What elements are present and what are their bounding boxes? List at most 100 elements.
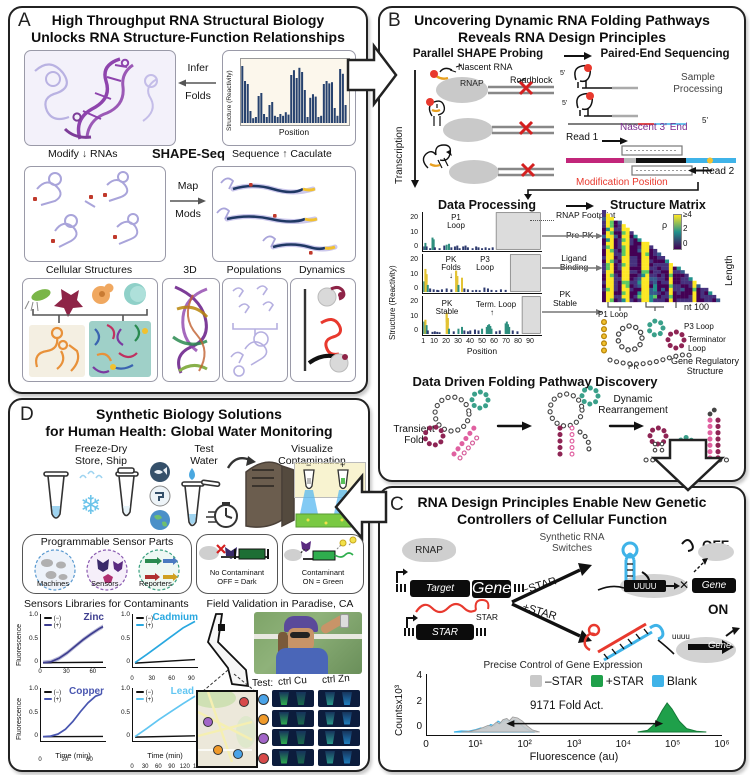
panel-c-label: C <box>390 494 404 515</box>
sensor-parts-illustration <box>34 549 180 591</box>
lead-yticks: 1.0 0.5 0 <box>118 685 130 739</box>
tick: 10⁶ <box>714 739 730 750</box>
map-mods-arrow <box>170 197 206 205</box>
parallel-shape-probing-label: Parallel SHAPE Probing <box>412 48 544 60</box>
tick: 0 <box>34 658 38 665</box>
gene-off-chip: Gene <box>692 578 736 593</box>
cadmium-legend-plus: (+) <box>136 623 153 630</box>
hist-xlabel: Fluorescence (au) <box>529 751 619 763</box>
colorbar-tick-top: ≥4 <box>683 210 692 219</box>
legend-minus-star: –STAR <box>530 674 583 688</box>
freeze-line2: Store, Ship <box>75 454 127 467</box>
off-x-mark: ✕ <box>679 578 690 592</box>
fold-activation-annotation: 9171 Fold Act. <box>530 700 604 712</box>
panel-d-title-line1: Synthetic Biology Solutions <box>96 406 282 422</box>
zinc-yticks: 1.0 0.5 0 <box>26 611 38 665</box>
tick: 80 <box>514 338 522 345</box>
device-illustration <box>226 456 295 528</box>
tick: 0.5 <box>28 634 38 642</box>
pre-pk-annotation: Pre-PK <box>566 230 594 240</box>
copper-plus-chip <box>44 698 52 701</box>
lead-xticks: 0306090120150 <box>130 764 203 771</box>
tick: 10⁴ <box>615 739 632 750</box>
tick: 30 <box>141 764 149 770</box>
rnap-text: RNAP <box>415 544 443 556</box>
street-map-illustration <box>198 692 256 763</box>
tick: 10⁵ <box>665 739 681 750</box>
matrix-bottom-brackets <box>607 302 677 311</box>
freeze-dry-label: Freeze-Dry Store, Ship <box>46 443 156 467</box>
populations-illustration <box>230 285 278 377</box>
pk-stable-mid-line1: PK <box>559 289 571 299</box>
tick: 30 <box>63 669 70 675</box>
modify-label: Modify <box>48 148 79 160</box>
star-cassette: STAR <box>416 624 474 640</box>
tick: 0 <box>423 739 429 750</box>
cadmium-yticks: 1.0 0.5 0 <box>118 611 130 665</box>
vis-line1: Visualize <box>291 443 333 455</box>
ss-p3-loop-label: P3 Loop <box>684 322 714 331</box>
zinc-plot: Zinc (−) (+) <box>40 612 106 668</box>
paired-end-sequencing-label: Paired-End Sequencing <box>600 48 730 60</box>
freeze-line1: Freeze-Dry <box>74 443 128 455</box>
reporters-label: Reporters <box>139 579 172 588</box>
dynamics-illustration <box>303 285 349 373</box>
zinc-ylabel: Fluorescence <box>16 623 23 666</box>
cotrans-t1-bars <box>423 212 541 250</box>
panel-b-label: B <box>388 10 401 31</box>
tick: 1.0 <box>28 611 38 618</box>
switches-line2: Switches <box>551 543 592 554</box>
water-drop-icon <box>189 468 195 480</box>
lead-title: Lead <box>170 686 194 697</box>
tick: 20 <box>442 338 450 345</box>
transcription-stages-illustration <box>422 64 554 184</box>
cadmium-lines <box>134 620 196 664</box>
legend-blank: Blank <box>651 674 697 688</box>
zinc-minus-text: (−) <box>53 616 62 622</box>
pk-stable-mid-line2: Stable <box>552 298 578 308</box>
down-arrow-icon: ↓ <box>81 148 88 160</box>
tick: 10³ <box>566 739 582 750</box>
test-water-icons <box>149 462 238 530</box>
tick: 0 <box>130 676 134 682</box>
tick: 30 <box>148 676 156 682</box>
dynamics-box <box>290 278 356 382</box>
roadblock-label: Roadblock <box>510 75 553 85</box>
target-downstream-dna <box>514 584 526 592</box>
five-prime-c: 5' <box>702 116 708 125</box>
lead-legend: (−) (+) <box>136 690 153 704</box>
target-upstream-dna <box>396 584 408 592</box>
secondary-structure-beads <box>601 318 693 367</box>
tick: 1.0 <box>28 685 38 692</box>
copper-ylabel: Fluorescence <box>16 697 23 740</box>
up-arrow-icon: ↑ <box>282 148 288 160</box>
libraries-heading: Sensors Libraries for Contaminants <box>24 598 189 610</box>
copper-minus-text: (−) <box>53 690 62 696</box>
tick: 90 <box>526 338 534 345</box>
tube-photo <box>318 709 360 727</box>
lead-minus-text: (−) <box>145 690 154 696</box>
nc-line1: No Contaminant <box>209 568 265 577</box>
dynamic-line1: Dynamic <box>613 394 653 405</box>
gene-regulatory-structure-label: Gene Regulatory Structure <box>668 356 742 376</box>
vis-line2: Contamination <box>278 454 346 467</box>
sample-dot <box>258 694 269 705</box>
result-row <box>258 748 362 766</box>
tick: 10 <box>410 228 418 236</box>
photo-sunglasses <box>290 632 310 638</box>
tick: 0 <box>38 757 42 763</box>
cadmium-title: Cadmium <box>152 612 198 623</box>
target-text: Target <box>426 583 454 594</box>
uuuu-on-label: uuuu <box>672 632 690 641</box>
panel-a-title-line1: High Throughput RNA Structural Biology <box>51 12 325 28</box>
panel-b: B Uncovering Dynamic RNA Folding Pathway… <box>378 6 746 482</box>
copper-plus-text: (+) <box>53 697 62 703</box>
p3-line2: Loop <box>476 263 494 272</box>
cadmium-plus-text: (+) <box>145 623 154 629</box>
p1-line2: Loop <box>447 221 465 230</box>
snowflake-icon: ❄ <box>80 490 102 520</box>
zinc-minus-chip <box>44 617 52 620</box>
paired-reads-illustration <box>566 137 736 176</box>
test-water-label: Test Water <box>174 443 234 467</box>
target-promoter-icon <box>396 568 408 583</box>
